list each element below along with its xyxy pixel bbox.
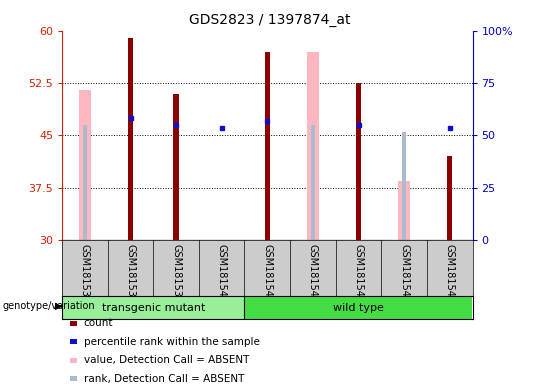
Bar [83, 125, 87, 240]
Text: GSM181544: GSM181544 [399, 245, 409, 303]
Text: GSM181541: GSM181541 [262, 245, 272, 303]
Text: value, Detection Call = ABSENT: value, Detection Call = ABSENT [84, 355, 249, 365]
Bar [356, 83, 361, 240]
Text: GSM181543: GSM181543 [354, 245, 363, 303]
Bar [265, 51, 270, 240]
Bar [62, 296, 245, 319]
Bar [173, 94, 179, 240]
Text: transgenic mutant: transgenic mutant [102, 303, 205, 313]
Text: GDS2823 / 1397874_at: GDS2823 / 1397874_at [189, 13, 351, 27]
Bar [79, 90, 91, 240]
Text: GSM181539: GSM181539 [171, 245, 181, 303]
Bar [128, 38, 133, 240]
Bar [310, 125, 315, 240]
Text: rank, Detection Call = ABSENT: rank, Detection Call = ABSENT [84, 374, 244, 384]
Text: wild type: wild type [333, 303, 384, 313]
Text: count: count [84, 318, 113, 328]
Text: GSM181542: GSM181542 [308, 245, 318, 304]
Text: GSM181537: GSM181537 [80, 245, 90, 304]
Text: percentile rank within the sample: percentile rank within the sample [84, 337, 260, 347]
Bar [307, 51, 319, 240]
Text: genotype/variation: genotype/variation [3, 301, 96, 311]
Bar [245, 296, 472, 319]
Bar [447, 156, 453, 240]
Text: GSM181545: GSM181545 [445, 245, 455, 304]
Text: GSM181540: GSM181540 [217, 245, 227, 303]
Text: ▶: ▶ [55, 301, 62, 311]
Text: GSM181538: GSM181538 [125, 245, 136, 303]
Bar [399, 181, 410, 240]
Bar [402, 132, 407, 240]
